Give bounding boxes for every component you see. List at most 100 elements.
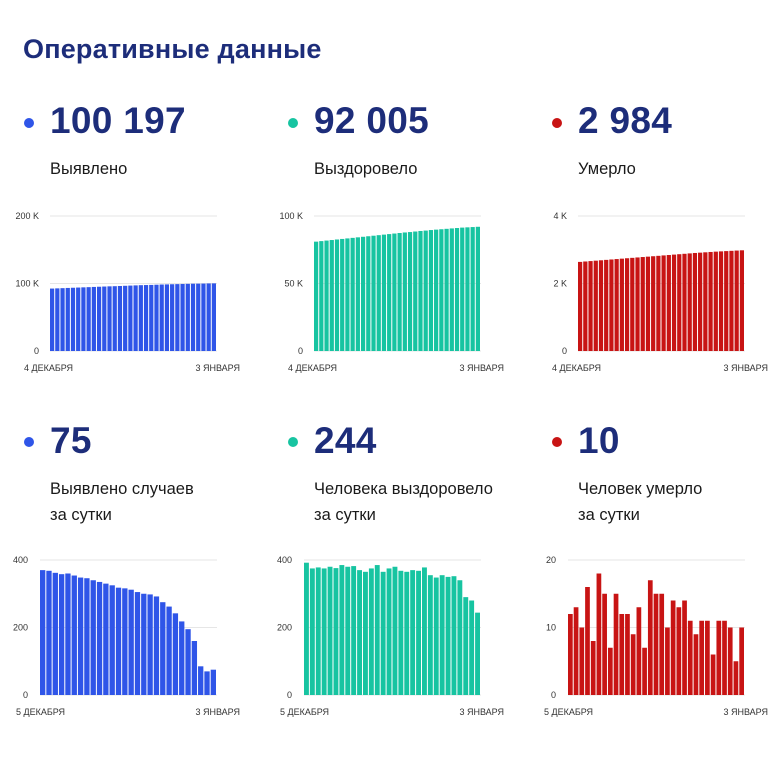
chart-bar — [185, 629, 191, 695]
chart-bar — [661, 255, 666, 351]
stat-label-line1: Человек умерло — [578, 480, 703, 498]
chart-bar — [451, 576, 457, 695]
chart-bar — [682, 253, 687, 351]
chart-bar — [201, 283, 206, 351]
chart-bar — [46, 570, 52, 695]
y-tick-label: 2 K — [553, 279, 567, 289]
panel-deaths-daily: 10 Человек умерло за сутки 0 10 20 5 ДЕКАБР… — [528, 420, 773, 760]
chart-bar — [154, 284, 159, 351]
blue-dot-icon — [24, 118, 34, 128]
panel-detected-total: 100 197 Выявлено 0 100 K 200 K 4 ДЕКАБРЯ 3 Я… — [0, 96, 245, 436]
chart-bar — [123, 285, 128, 351]
chart-bar — [609, 259, 614, 351]
y-tick-label: 100 K — [15, 279, 39, 289]
y-tick-label: 4 K — [553, 211, 567, 221]
blue-dot-icon — [24, 437, 34, 447]
chart-bar — [734, 250, 739, 351]
chart-bar — [692, 252, 698, 351]
chart-bar — [374, 565, 380, 695]
chart-bar — [716, 620, 722, 695]
chart-bar — [91, 286, 96, 351]
chart-bar — [590, 641, 596, 695]
chart-bar — [404, 571, 410, 695]
chart-bar — [107, 286, 112, 351]
chart-bar — [698, 252, 703, 351]
chart-bar — [122, 588, 128, 695]
chart-bar — [614, 259, 619, 351]
x-tick-label: 3 ЯНВАРЯ — [723, 363, 768, 373]
chart-bar — [613, 593, 619, 695]
chart-bar — [475, 226, 480, 351]
chart-bar — [172, 613, 179, 695]
chart-bar — [368, 568, 374, 695]
chart-bar — [351, 566, 357, 695]
stat-label-line2: за сутки — [50, 506, 112, 524]
chart-bar — [687, 620, 693, 695]
chart-bar — [410, 570, 416, 696]
chart-bar — [333, 568, 339, 695]
chart-bar — [625, 614, 630, 695]
chart-bar — [402, 232, 407, 351]
chart-bar — [422, 567, 427, 695]
x-tick-label: 5 ДЕКАБРЯ — [280, 707, 329, 717]
chart-bar — [703, 252, 708, 351]
y-tick-label: 0 — [562, 346, 567, 356]
chart-bar — [210, 669, 216, 695]
chart-bar — [128, 589, 134, 695]
x-tick-label: 3 ЯНВАРЯ — [459, 707, 504, 717]
y-tick-label: 200 — [277, 623, 292, 633]
chart-bar — [360, 236, 366, 351]
chart-bar — [460, 227, 465, 351]
chart-bar — [70, 287, 76, 351]
chart-bar — [190, 283, 196, 351]
chart-bar — [568, 614, 573, 695]
chart-bar — [77, 577, 84, 695]
chart-bar — [722, 620, 727, 695]
chart-bar — [624, 258, 630, 351]
chart-bar — [327, 566, 333, 695]
chart-bar — [640, 257, 645, 351]
chart-bar — [143, 285, 149, 351]
chart-bar — [423, 230, 428, 351]
chart-bar — [324, 240, 329, 351]
chart-bar — [86, 287, 91, 351]
panel-recovered-total: 92 005 Выздоровело 0 50 K 100 K 4 ДЕКАБРЯ 3 … — [264, 96, 509, 436]
chart-bar — [428, 230, 434, 351]
chart-bar — [314, 241, 319, 351]
chart-bar — [321, 568, 327, 695]
chart-bar — [598, 260, 604, 351]
chart-bar — [596, 573, 602, 695]
chart-bar — [371, 235, 376, 351]
chart-bar — [134, 592, 141, 695]
chart-bar — [457, 580, 463, 695]
chart-bar — [147, 594, 153, 695]
panel-detected-daily: 75 Выявлено случаев за сутки 0 200 400 5 ДЕ… — [0, 420, 245, 760]
chart-bar — [180, 283, 185, 351]
chart-bar — [739, 250, 744, 351]
chart-bar — [656, 255, 661, 351]
chart-bar — [630, 634, 636, 695]
chart-bar — [671, 254, 677, 351]
chart-bar — [416, 570, 421, 695]
chart-bar — [733, 661, 739, 695]
chart-bar — [693, 634, 699, 695]
chart-bar — [413, 231, 418, 351]
chart-bar — [439, 229, 444, 351]
chart-bar — [659, 593, 665, 695]
bar-chart: 0 200 400 5 ДЕКАБРЯ 3 ЯНВАРЯ — [13, 555, 240, 717]
chart-bar — [96, 581, 103, 695]
y-tick-label: 20 — [546, 555, 556, 565]
chart-bar — [392, 566, 398, 695]
chart-bar — [128, 285, 133, 351]
chart-bar — [619, 614, 625, 695]
chart-bar — [407, 232, 413, 351]
teal-dot-icon — [288, 437, 298, 447]
chart-bar — [315, 567, 321, 695]
chart-bar — [166, 606, 172, 695]
chart-bar — [164, 284, 170, 351]
chart-bar — [593, 260, 598, 351]
chart-bar — [465, 227, 470, 351]
chart-bar — [345, 566, 351, 695]
y-tick-label: 0 — [34, 346, 39, 356]
chart-bar — [588, 261, 593, 351]
